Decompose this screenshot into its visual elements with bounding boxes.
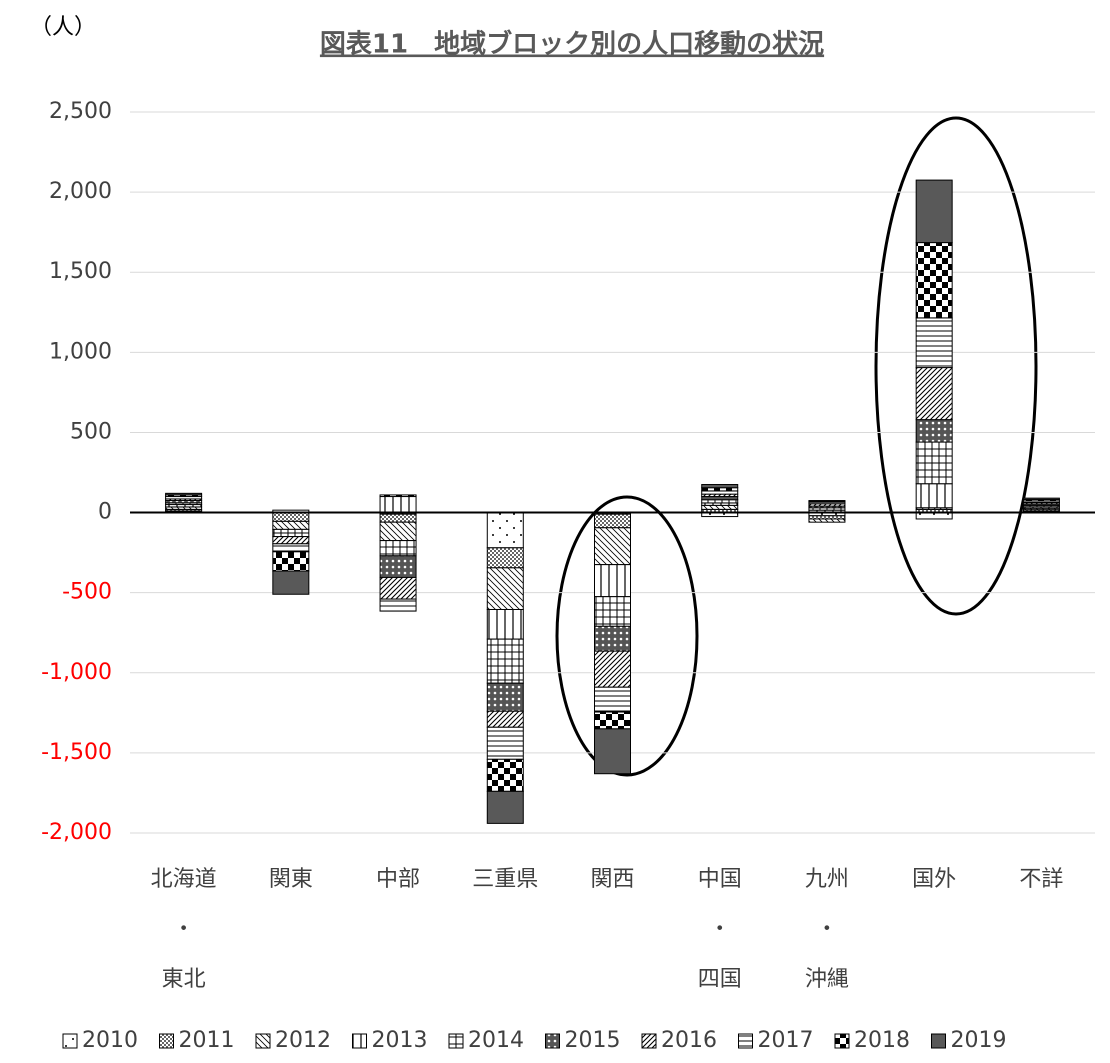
y-tick-label: 1,500 <box>49 259 112 284</box>
bar-segment <box>594 650 631 688</box>
bar-segment <box>594 596 631 627</box>
bar-segment <box>379 598 417 612</box>
bar-segment <box>272 528 310 538</box>
y-tick-label: 2,500 <box>49 99 112 124</box>
bar-segment <box>486 710 524 728</box>
bar-segment <box>379 555 417 578</box>
bar-segment <box>379 576 417 600</box>
bar-segment <box>915 317 953 369</box>
bar-segment <box>594 686 631 713</box>
x-tick-label: ・ <box>816 917 838 942</box>
bar-segment <box>594 728 631 775</box>
bar-segment <box>272 536 310 545</box>
bar-segment <box>379 513 417 523</box>
y-tick-label: 1,000 <box>49 339 112 364</box>
bar-segment <box>594 625 631 652</box>
bar-segment <box>594 711 631 730</box>
y-tick-label: -500 <box>62 580 112 605</box>
x-tick-label: 不詳 <box>1019 867 1063 892</box>
bar-segment <box>1022 497 1060 501</box>
bar-segment <box>701 484 739 489</box>
x-tick-label: 中部 <box>376 867 420 892</box>
bar-segment <box>272 543 310 553</box>
x-tick-label: 東北 <box>162 967 206 992</box>
x-tick-label: 関西 <box>590 867 634 892</box>
bar-segment <box>272 551 310 572</box>
x-tick-label: ・ <box>173 917 195 942</box>
y-tick-label: 500 <box>70 419 112 444</box>
bar-segment <box>379 496 417 514</box>
legend-label: 2010 <box>82 1028 138 1053</box>
bar-segment <box>379 540 417 557</box>
x-tick-label: 四国 <box>698 967 742 992</box>
x-tick-label: 中国 <box>698 867 742 892</box>
y-tick-label: -1,500 <box>41 740 112 765</box>
bar-segment <box>379 521 417 542</box>
legend-swatch <box>641 1033 657 1049</box>
bar-segment <box>486 682 524 712</box>
legend-label: 2014 <box>468 1028 524 1053</box>
bar-segment <box>915 441 953 485</box>
bar-segment <box>808 500 846 502</box>
bar-segment <box>486 758 524 792</box>
legend-swatch <box>255 1033 271 1049</box>
bar-segment <box>915 483 953 509</box>
y-tick-label: -1,000 <box>41 660 112 685</box>
bar-segment <box>486 512 524 549</box>
bar-segment <box>808 518 846 523</box>
legend-swatch <box>62 1033 78 1049</box>
x-tick-label: 国外 <box>912 867 956 892</box>
legend-swatch <box>448 1033 464 1049</box>
legend-label: 2016 <box>661 1028 717 1053</box>
bar-segment <box>379 494 417 498</box>
bar-segment <box>486 567 524 610</box>
legend-swatch <box>834 1033 850 1049</box>
bar-segment <box>915 419 953 443</box>
legend-label: 2018 <box>854 1028 910 1053</box>
highlight-ellipse <box>555 495 699 777</box>
bar-segment <box>701 504 739 510</box>
legend-swatch <box>159 1033 174 1049</box>
bar-segment <box>594 564 631 598</box>
bar-segment <box>272 570 310 595</box>
legend-swatch <box>931 1033 946 1049</box>
legend-swatch <box>738 1033 753 1049</box>
y-tick-label: 0 <box>98 500 112 525</box>
bar-segment <box>486 608 524 640</box>
legend-label: 2017 <box>758 1028 814 1053</box>
x-tick-label: 沖縄 <box>805 967 849 992</box>
bar-segment <box>486 638 524 684</box>
bar-segment <box>486 547 524 569</box>
bar-segment <box>272 520 310 530</box>
legend-label: 2015 <box>565 1028 621 1053</box>
legend-label: 2012 <box>275 1028 331 1053</box>
legend-label: 2011 <box>179 1028 235 1053</box>
bar-segment <box>486 790 524 824</box>
y-tick-label: -2,000 <box>41 820 112 845</box>
bar-segment <box>594 513 631 529</box>
x-tick-label: 北海道 <box>151 867 217 892</box>
legend-label: 2013 <box>372 1028 428 1053</box>
legend-swatch <box>545 1033 560 1049</box>
bar-segment <box>915 179 953 244</box>
bar-segment <box>915 242 953 319</box>
x-tick-label: 関東 <box>269 867 313 892</box>
y-tick-label: 2,000 <box>49 179 112 204</box>
bar-segment <box>915 367 953 421</box>
bar-segment <box>165 492 203 496</box>
chart-title: 図表11 地域ブロック別の人口移動の状況 <box>320 29 824 60</box>
x-tick-label: 三重県 <box>472 867 538 892</box>
legend-swatch <box>352 1033 367 1049</box>
x-tick-label: ・ <box>709 917 731 942</box>
unit-label: （人） <box>30 15 96 40</box>
legend-label: 2019 <box>951 1028 1007 1053</box>
highlight-ellipse <box>874 116 1038 616</box>
bar-segment <box>272 512 310 522</box>
bar-segment <box>594 527 631 566</box>
x-tick-label: 九州 <box>805 867 849 892</box>
bar-segment <box>486 726 524 760</box>
